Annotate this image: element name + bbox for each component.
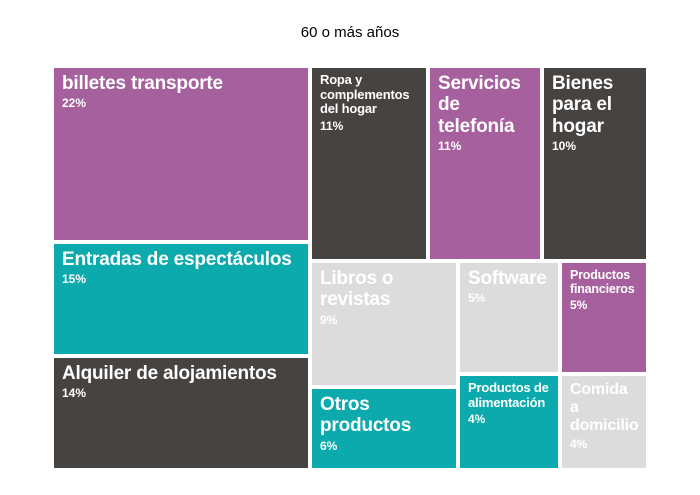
tile-value: 4%	[570, 436, 588, 451]
treemap-tile-bienes-para-el-hogar[interactable]: Bienes para el hogar 10%	[544, 68, 646, 259]
tile-value: 15%	[62, 272, 87, 287]
treemap-tile-entradas-de-espectaculos[interactable]: Entradas de espectáculos 15%	[54, 244, 308, 354]
treemap-tile-ropa-y-complementos-del-hogar[interactable]: Ropa y complementos del hogar 11%	[312, 68, 426, 259]
tile-label: Servicios de telefonía	[438, 73, 521, 137]
tile-label: Otros productos	[320, 394, 412, 437]
tile-value: 6%	[320, 438, 338, 453]
tile-label: Productos de alimentación	[468, 380, 549, 410]
treemap-tile-comida-a-domicilio[interactable]: Comida a domicilio 4%	[562, 376, 646, 468]
chart-title: 60 o más años	[300, 24, 400, 41]
tile-label: Libros o revistas	[320, 268, 394, 311]
treemap-tile-otros-productos[interactable]: Otros productos 6%	[312, 389, 456, 468]
tile-value: 9%	[320, 312, 338, 327]
tile-label: Productos financieros	[570, 268, 635, 296]
tile-value: 11%	[438, 138, 462, 153]
tile-label: Alquiler de alojamientos	[62, 363, 277, 384]
treemap-tile-alquiler-de-alojamientos[interactable]: Alquiler de alojamientos 14%	[54, 358, 308, 468]
tile-value: 22%	[62, 96, 87, 111]
tile-label: Software	[468, 268, 547, 289]
tile-label: billetes transporte	[62, 73, 223, 94]
treemap-tile-billetes-transporte[interactable]: billetes transporte 22%	[54, 68, 308, 240]
tile-value: 4%	[468, 412, 486, 427]
treemap-tile-libros-o-revistas[interactable]: Libros o revistas 9%	[312, 263, 456, 385]
treemap-tile-servicios-de-telefonia[interactable]: Servicios de telefonía 11%	[430, 68, 540, 259]
tile-label: Ropa y complementos del hogar	[320, 72, 410, 117]
tile-label: Entradas de espectáculos	[62, 249, 292, 270]
tile-label: Bienes para el hogar	[552, 73, 614, 137]
treemap-tile-software[interactable]: Software 5%	[460, 263, 558, 372]
tile-value: 14%	[62, 386, 87, 401]
tile-value: 5%	[570, 298, 588, 312]
treemap-tile-productos-financieros[interactable]: Productos financieros 5%	[562, 263, 646, 372]
tile-value: 10%	[552, 138, 577, 153]
tile-value: 5%	[468, 291, 486, 306]
tile-value: 11%	[320, 118, 344, 133]
treemap-tile-productos-de-alimentacion[interactable]: Productos de alimentación 4%	[460, 376, 558, 468]
tile-label: Comida a domicilio	[570, 381, 639, 434]
